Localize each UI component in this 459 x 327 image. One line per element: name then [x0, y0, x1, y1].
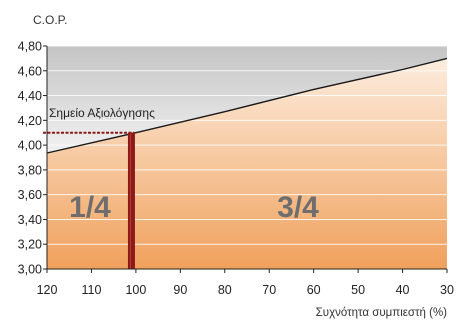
y-tick-label: 3,20 — [18, 238, 42, 252]
y-tick-label: 3,80 — [18, 163, 42, 177]
x-tick-label: 60 — [307, 283, 321, 297]
y-tick-label: 4,80 — [18, 40, 42, 54]
x-tick-label: 120 — [37, 283, 58, 297]
x-axis-label: Συχνότητα συμπιεστή (%) — [316, 307, 447, 319]
x-tick-label: 50 — [351, 283, 365, 297]
x-tick-label: 90 — [173, 283, 187, 297]
x-tick-label: 80 — [218, 283, 232, 297]
x-tick-label: 30 — [440, 283, 454, 297]
y-tick-label: 4,00 — [18, 139, 42, 153]
y-axis-label: C.O.P. — [33, 13, 67, 27]
x-tick-label: 100 — [125, 283, 146, 297]
y-tick-label: 3,00 — [18, 263, 42, 277]
y-tick-label: 3,60 — [18, 188, 42, 202]
area-above-curve — [47, 46, 447, 153]
x-tick-label: 40 — [396, 283, 410, 297]
area-below-curve — [47, 58, 447, 270]
y-tick-label: 3,40 — [18, 213, 42, 227]
y-tick-label: 4,40 — [18, 89, 42, 103]
rating-marker-bar — [127, 132, 135, 269]
y-tick-label: 4,20 — [18, 114, 42, 128]
region-label-three-quarters: 3/4 — [277, 191, 319, 224]
region-label-quarter: 1/4 — [69, 191, 111, 224]
rating-point-label: Σημείο Αξιολόγησης — [49, 106, 155, 120]
y-tick-label: 4,60 — [18, 64, 42, 78]
cop-curve-line — [46, 57, 448, 154]
x-tick-label: 70 — [262, 283, 276, 297]
x-tick-label: 110 — [81, 283, 101, 297]
